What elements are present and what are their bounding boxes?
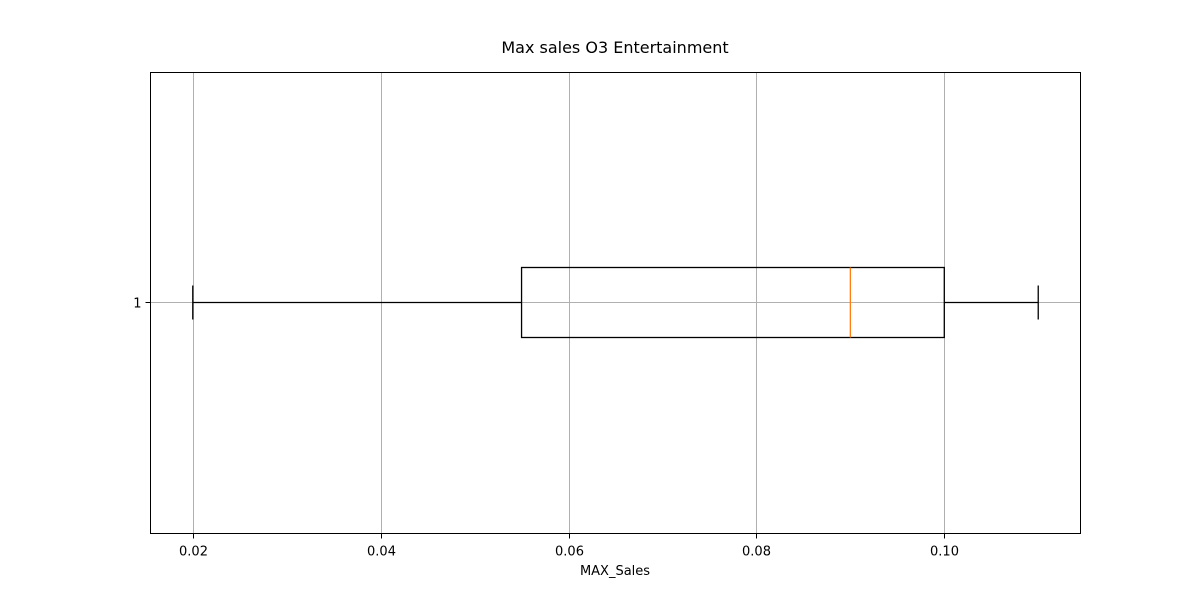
x-tick-label: 0.06 (555, 545, 584, 560)
x-tick-label: 0.02 (179, 545, 208, 560)
x-tick-label: 0.10 (930, 545, 959, 560)
chart-title: Max sales O3 Entertainment (501, 38, 728, 57)
y-tick-label: 1 (133, 297, 141, 312)
axis-ticks: 0.02 0.04 0.06 0.08 0.10 1 (133, 297, 959, 560)
iqr-box (520, 266, 945, 339)
x-tick-label: 0.08 (742, 545, 771, 560)
x-tick-label: 0.04 (367, 545, 396, 560)
x-axis-label: MAX_Sales (580, 564, 650, 579)
box-layer (192, 266, 1039, 339)
